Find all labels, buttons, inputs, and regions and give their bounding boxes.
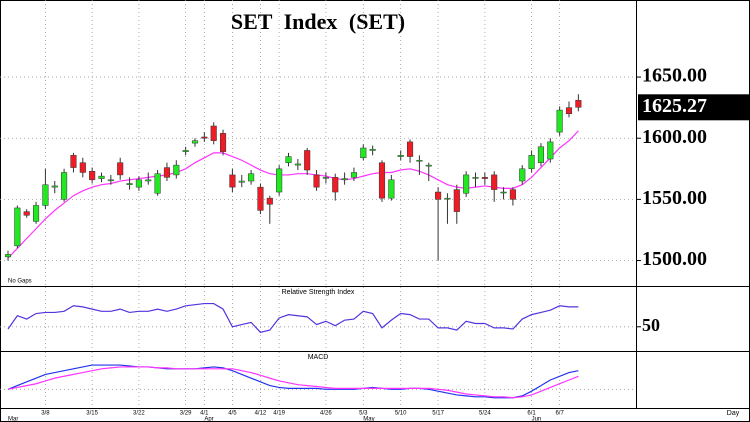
candle-body <box>350 172 357 178</box>
x-tick-label: 5/17 <box>432 411 444 417</box>
candle-body <box>547 141 554 160</box>
candle-body <box>491 174 498 190</box>
candle-body <box>191 140 199 144</box>
annotation: No Gaps <box>8 279 32 285</box>
candle-body <box>397 155 404 157</box>
candle-body <box>294 163 301 166</box>
candle-body <box>182 150 189 152</box>
candle-body <box>313 174 320 188</box>
indicator-line <box>7 364 579 399</box>
candle-body <box>407 141 414 157</box>
candle-body <box>332 177 339 193</box>
candle-body <box>135 179 142 188</box>
x-month-label: Mar <box>8 417 18 422</box>
candle-body <box>248 173 255 182</box>
candle-body <box>61 172 68 200</box>
candle-body <box>285 156 292 163</box>
y-tick-label: 50 <box>642 315 660 335</box>
y-tick-label: 1600.00 <box>642 126 707 148</box>
candle-body <box>107 179 114 182</box>
candle-body <box>341 178 348 181</box>
candle-body <box>322 177 329 179</box>
candle-body <box>70 155 77 168</box>
candle-body <box>210 125 217 141</box>
x-tick-label: 4/1 <box>200 411 209 417</box>
candle-body <box>556 109 563 133</box>
candle-body <box>276 168 283 193</box>
candle-body <box>378 162 386 199</box>
x-tick-label: 3/29 <box>180 411 192 417</box>
x-tick-label: 4/26 <box>320 411 332 417</box>
candle-body <box>79 162 86 173</box>
x-tick-label: 6/7 <box>555 411 564 417</box>
candle-body <box>388 179 395 199</box>
candle-body <box>229 174 236 188</box>
x-month-label: Apr <box>204 417 213 422</box>
candle-body <box>257 186 264 211</box>
x-tick-label: 4/19 <box>273 411 285 417</box>
candle-body <box>145 179 152 182</box>
candle-body <box>201 136 208 139</box>
x-tick-label: 3/22 <box>133 411 145 417</box>
x-month-label: May <box>363 417 374 422</box>
candle-body <box>42 184 49 206</box>
candle-body <box>575 100 582 108</box>
candle-body <box>126 183 133 185</box>
candle-body <box>51 185 58 188</box>
chart-title: SET Index (SET) <box>231 9 405 34</box>
x-tick-label: 5/10 <box>395 411 407 417</box>
candle-body <box>565 107 573 115</box>
x-tick-label: 3/8 <box>41 411 50 417</box>
candle-body <box>537 146 545 163</box>
x-tick-label: 4/12 <box>255 411 267 417</box>
y-tick-label: 1550.00 <box>642 187 707 209</box>
candle-body <box>425 164 432 167</box>
candle-body <box>463 174 470 194</box>
x-tick-label: 5/3 <box>359 411 368 417</box>
panel-title: Relative Strength Index <box>282 289 355 296</box>
candle-body <box>117 162 124 176</box>
panel-title: MACD <box>308 354 329 361</box>
candle-body <box>519 168 526 182</box>
last-price-label: 1625.27 <box>642 95 707 117</box>
candle-body <box>509 189 516 200</box>
candle-body <box>416 159 423 162</box>
candle-body <box>528 155 535 170</box>
candle-body <box>360 147 367 159</box>
candle-body <box>23 211 30 216</box>
candle-body <box>304 150 311 171</box>
indicator-line <box>7 366 579 399</box>
x-tick-label: 6/1 <box>527 411 536 417</box>
y-tick-label: 1650.00 <box>642 65 707 87</box>
candle-body <box>266 197 273 205</box>
candle-body <box>444 197 451 200</box>
last-price-box <box>638 94 749 121</box>
candle-body <box>98 175 105 179</box>
x-tick-label: 5/24 <box>479 411 491 417</box>
candle-body <box>14 207 21 247</box>
candle-body <box>472 177 479 179</box>
candle-body <box>435 191 442 200</box>
candle-body <box>173 164 180 176</box>
x-tick-label: 3/15 <box>86 411 98 417</box>
candle-body <box>500 191 507 194</box>
x-axis-label: Day <box>727 410 740 417</box>
y-tick-label: 1500.00 <box>642 248 707 270</box>
candle-body <box>33 205 40 222</box>
candle-body <box>220 133 227 152</box>
indicator-line <box>7 302 579 333</box>
candle-body <box>238 180 245 183</box>
candle-body <box>453 189 460 212</box>
x-month-label: Jun <box>532 417 542 422</box>
moving-average-line <box>7 130 579 259</box>
candle-body <box>89 170 96 181</box>
x-tick-label: 4/5 <box>228 411 237 417</box>
candle-body <box>154 173 161 194</box>
candle-body <box>481 177 488 179</box>
candle-body <box>369 148 376 151</box>
candle-body <box>163 167 170 178</box>
candle-body <box>4 254 12 258</box>
